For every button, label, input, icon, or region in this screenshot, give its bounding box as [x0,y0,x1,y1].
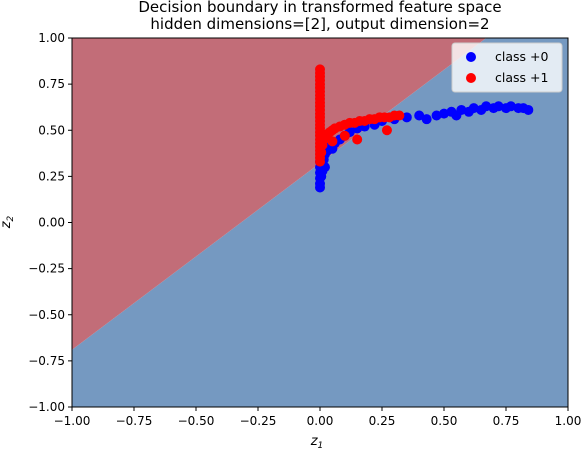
point-class-1 [327,136,338,147]
x-tick-label: 0.25 [369,414,396,428]
legend-label-class-1: class +1 [495,70,548,85]
y-tick-label: 0.50 [38,123,65,137]
y-tick-label: −0.25 [28,262,65,276]
x-tick-label: 1.00 [555,414,582,428]
x-tick-label: 0.50 [431,414,458,428]
point-class-1 [315,156,325,167]
y-tick-label: 0.25 [38,169,65,183]
legend-marker-class-0 [466,52,476,62]
svg-text:z2: z2 [0,215,16,229]
legend-box [451,42,563,93]
y-axis-ticks: −1.00 −0.75 −0.50 −0.25 0.00 0.25 0.50 0.75 1.00 [28,31,72,414]
x-tick-label: 0.00 [307,414,334,428]
scatter-points [315,64,534,193]
y-tick-label: 0.75 [38,77,65,91]
y-tick-label: −0.75 [28,354,65,368]
svg-text:z1: z1 [310,434,324,451]
legend: class +0 class +1 [451,42,563,93]
lower-region [72,38,568,407]
x-axis-label-sub: 1 [318,441,324,451]
x-tick-label: −0.50 [178,414,215,428]
y-tick-label: −0.50 [28,308,65,322]
y-tick-label: −1.00 [28,400,65,414]
point-class-1 [339,130,350,141]
x-tick-label: −0.25 [240,414,277,428]
x-axis-label-base: z [310,434,319,449]
legend-label-class-0: class +0 [495,49,548,64]
point-class-1 [316,147,327,158]
point-class-1 [394,110,405,121]
point-class-1 [381,125,392,136]
y-axis-label-sub: 2 [6,215,16,221]
chart-title: Decision boundary in transformed feature… [138,0,501,33]
y-tick-label: 0.00 [38,216,65,230]
point-class-0 [421,114,432,125]
y-axis-label: z2 [0,215,16,229]
y-tick-label: 1.00 [38,31,65,45]
x-axis-ticks: −1.00 −0.75 −0.50 −0.25 0.00 0.25 0.50 0.75 1.00 [54,407,582,428]
x-tick-label: −0.75 [116,414,153,428]
title-line-1: Decision boundary in transformed feature… [138,0,501,16]
x-tick-label: 0.75 [493,414,520,428]
x-tick-label: −1.00 [54,414,91,428]
title-line-2: hidden dimensions=[2], output dimension=… [150,15,489,33]
point-class-0 [414,110,425,121]
x-axis-label: z1 [310,434,324,451]
y-axis-label-base: z [0,220,14,229]
point-class-0 [523,104,534,115]
legend-marker-class-1 [466,73,476,83]
point-class-1 [352,134,363,145]
